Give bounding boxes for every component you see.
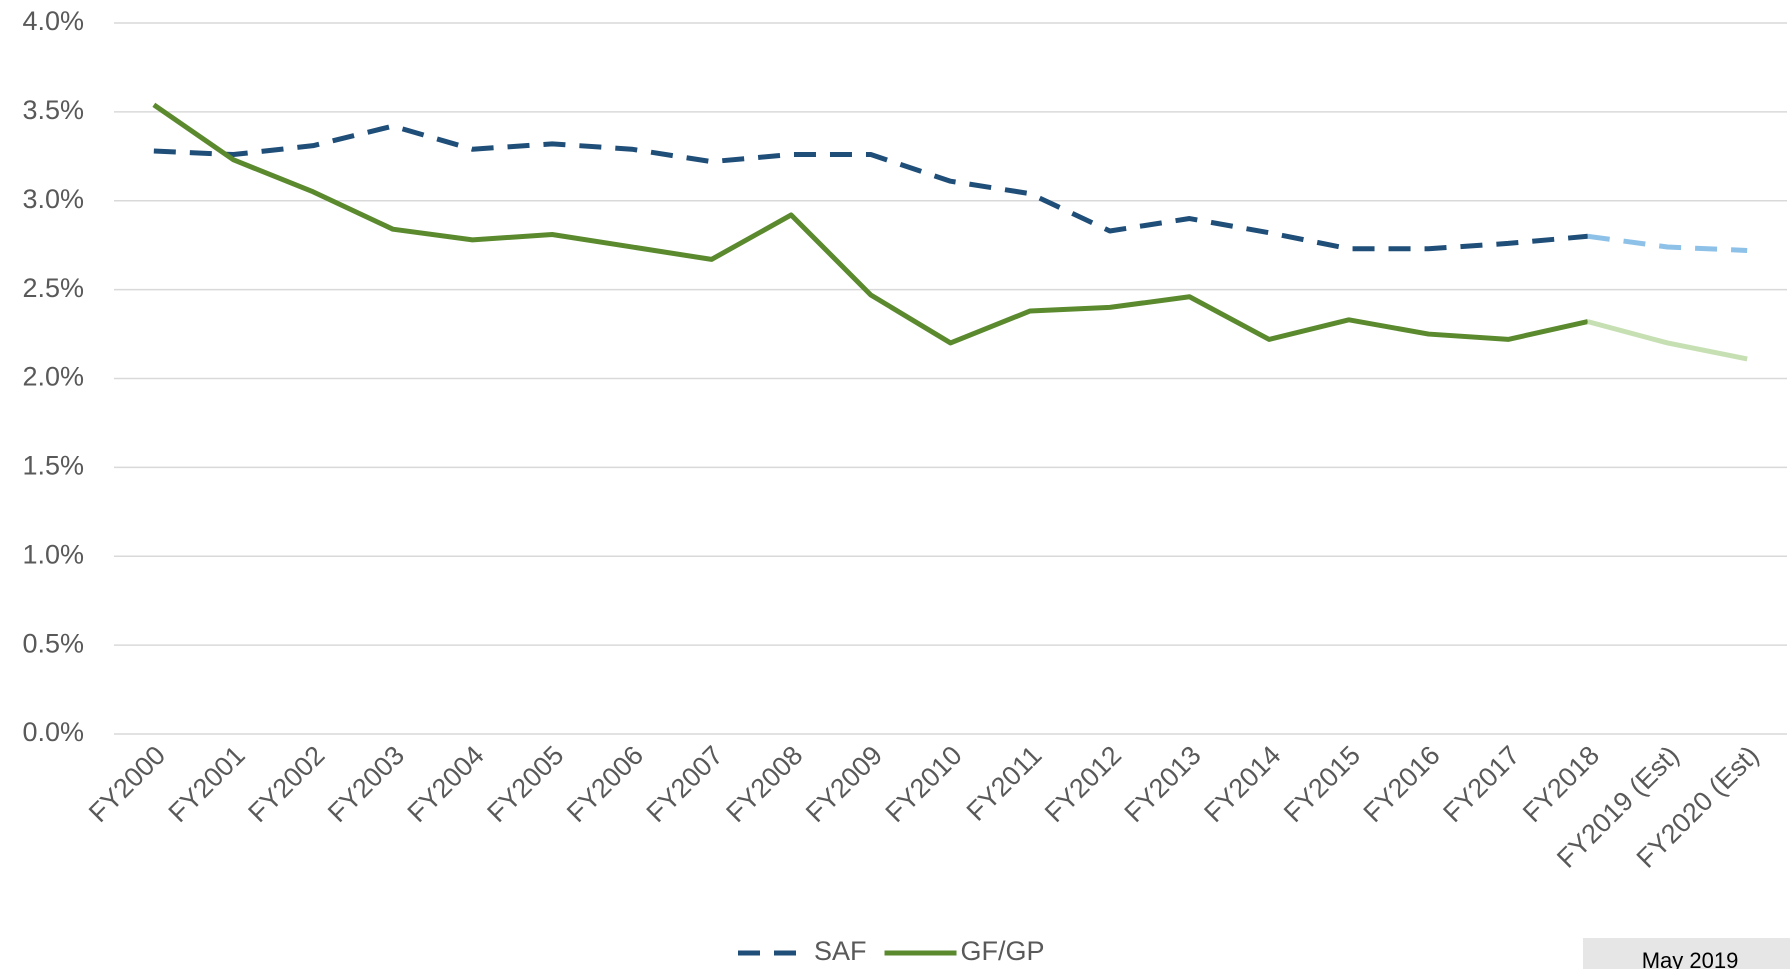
x-tick-label: FY2011 bbox=[961, 740, 1048, 827]
x-tick-label: FY2001 bbox=[163, 740, 251, 828]
annotation-box bbox=[1583, 938, 1790, 969]
x-tick-label: FY2008 bbox=[720, 740, 808, 828]
y-tick-label: 2.0% bbox=[22, 362, 84, 392]
y-tick-label: 1.5% bbox=[22, 451, 84, 481]
y-tick-label: 3.0% bbox=[22, 184, 84, 214]
x-tick-label: FY2004 bbox=[402, 740, 490, 828]
x-tick-label: FY2005 bbox=[481, 740, 569, 828]
x-tick-label: FY2007 bbox=[641, 740, 729, 828]
x-tick-label: FY2012 bbox=[1039, 740, 1127, 828]
annotation: May 2019 bbox=[1642, 948, 1739, 969]
x-tick-label: FY2016 bbox=[1358, 740, 1446, 828]
x-tick-label: FY2010 bbox=[880, 740, 968, 828]
x-tick-label: FY2003 bbox=[322, 740, 410, 828]
x-tick-label: FY2017 bbox=[1437, 740, 1525, 828]
y-tick-label: 1.0% bbox=[22, 539, 84, 569]
x-tick-label: FY2006 bbox=[561, 740, 649, 828]
y-tick-label: 0.0% bbox=[22, 717, 84, 747]
y-tick-label: 0.5% bbox=[22, 628, 84, 658]
x-tick-label: FY2000 bbox=[83, 740, 171, 828]
y-tick-label: 2.5% bbox=[22, 273, 84, 303]
x-tick-label: FY2002 bbox=[242, 740, 330, 828]
x-tick-label: FY2013 bbox=[1119, 740, 1207, 828]
series-line bbox=[1587, 233, 1748, 254]
y-tick-label: 3.5% bbox=[22, 95, 84, 125]
x-tick-label: FY2015 bbox=[1278, 740, 1366, 828]
y-tick-label: 4.0% bbox=[22, 6, 84, 36]
series-line bbox=[152, 102, 1589, 346]
x-tick-label: FY2009 bbox=[800, 740, 888, 828]
series-line bbox=[153, 123, 1589, 252]
legend-label: GF/GP bbox=[961, 936, 1045, 966]
legend-label: SAF bbox=[814, 936, 867, 966]
series-line bbox=[1587, 319, 1748, 362]
x-tick-label: FY2014 bbox=[1198, 740, 1286, 828]
